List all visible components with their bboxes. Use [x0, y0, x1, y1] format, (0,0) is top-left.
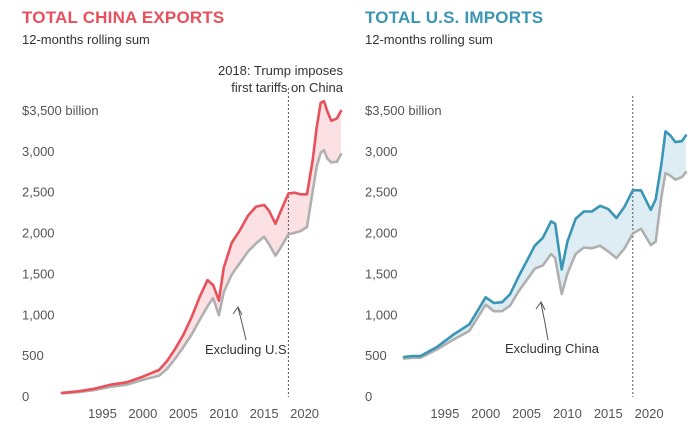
- chart2-xtick-3: 2010: [553, 406, 582, 421]
- chart1-title: TOTAL CHINA EXPORTS: [22, 8, 225, 27]
- chart1-ytick-2: 2,500: [22, 185, 55, 200]
- chart2-ytick-5: 1,000: [365, 307, 398, 322]
- chart2-ytick-0: $3,500 billion: [365, 103, 442, 118]
- chart2-ytick-2: 2,500: [365, 185, 398, 200]
- chart2-excluding-series-line: [402, 171, 688, 360]
- tariff-annotation-line1: 2018: Trump imposes: [217, 63, 343, 78]
- tariff-annotation-line2: first tariffs on China: [231, 80, 343, 95]
- chart1-xtick-5: 2020: [290, 406, 319, 421]
- chart2-ytick-3: 2,000: [365, 226, 398, 241]
- chart1-xtick-4: 2015: [250, 406, 279, 421]
- chart2-ytick-4: 1,500: [365, 266, 398, 281]
- chart1-xtick-0: 1995: [88, 406, 117, 421]
- chart2-subtitle: 12-months rolling sum: [365, 32, 493, 47]
- chart2-gap-band: [404, 131, 686, 359]
- chart1-total-series-line: [60, 99, 343, 395]
- chart1-ytick-3: 2,000: [22, 226, 55, 241]
- chart2-excluding-arrow: [535, 301, 549, 341]
- chart2-ytick-1: 3,000: [365, 144, 398, 159]
- chart1-ytick-5: 1,000: [22, 307, 55, 322]
- chart1-ytick-4: 1,500: [22, 266, 55, 281]
- chart2-excluding-label: Excluding China: [505, 341, 600, 356]
- chart1-ytick-7: 0: [22, 389, 29, 404]
- chart1-excluding-label: Excluding U.S.: [205, 342, 290, 357]
- chart1-xtick-2: 2005: [169, 406, 198, 421]
- chart2-total-series-line: [402, 130, 688, 359]
- chart2-xtick-4: 2015: [594, 406, 623, 421]
- tariff-annotation: 2018: Trump imposes first tariffs on Chi…: [190, 62, 343, 96]
- chart2-xtick-2: 2005: [512, 406, 541, 421]
- chart1-excluding-series-line: [60, 148, 343, 395]
- chart1-gap-band: [62, 101, 341, 394]
- chart2-xtick-5: 2020: [635, 406, 664, 421]
- chart2-ytick-7: 0: [365, 389, 372, 404]
- chart1-ytick-1: 3,000: [22, 144, 55, 159]
- chart1-subtitle: 12-months rolling sum: [22, 32, 150, 47]
- chart1-excluding-arrow: [232, 306, 247, 341]
- chart2-xtick-0: 1995: [430, 406, 459, 421]
- chart1-xtick-3: 2010: [209, 406, 238, 421]
- chart2-xtick-1: 2000: [471, 406, 500, 421]
- chart1-ytick-0: $3,500 billion: [22, 103, 99, 118]
- chart2-title: TOTAL U.S. IMPORTS: [365, 8, 544, 27]
- chart1-xtick-1: 2000: [128, 406, 157, 421]
- chart2-ytick-6: 500: [365, 348, 387, 363]
- chart1-ytick-6: 500: [22, 348, 44, 363]
